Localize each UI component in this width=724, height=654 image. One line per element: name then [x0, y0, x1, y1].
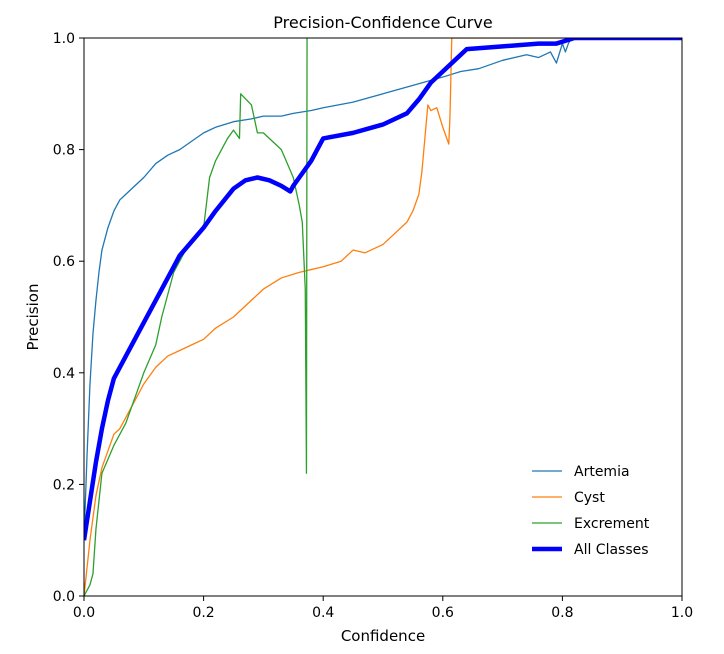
x-tick-label: 0.8 [551, 605, 573, 621]
y-axis-label: Precision [24, 284, 42, 351]
y-tick-label: 1.0 [53, 31, 75, 47]
chart-title: Precision-Confidence Curve [273, 13, 492, 32]
legend-label-excrement: Excrement [574, 516, 650, 532]
y-tick-label: 0.2 [53, 477, 75, 493]
x-tick-label: 0.0 [73, 605, 95, 621]
plot-area [84, 38, 682, 596]
x-axis-label: Confidence [341, 627, 425, 645]
legend-label-cyst: Cyst [574, 490, 605, 506]
series-line-cyst [84, 38, 682, 596]
axes: 0.0 0.2 0.4 0.6 0.8 1.0 0.0 0.2 0.4 0.6 0.8 1.0 [53, 31, 693, 621]
series-line-excrement [84, 38, 308, 596]
legend-label-all-classes: All Classes [574, 542, 649, 558]
plot-frame [83, 37, 683, 597]
series-line-all-classes [84, 38, 682, 541]
x-tick-label: 0.4 [312, 605, 334, 621]
x-tick-label: 0.6 [432, 605, 454, 621]
x-tick-label: 0.2 [192, 605, 214, 621]
series-line-artemia [84, 38, 682, 541]
y-tick-label: 0.0 [53, 589, 75, 605]
y-tick-label: 0.8 [53, 143, 75, 159]
y-tick-label: 0.6 [53, 254, 75, 270]
legend: Artemia Cyst Excrement All Classes [532, 464, 650, 558]
y-tick-label: 0.4 [53, 366, 75, 382]
legend-label-artemia: Artemia [574, 464, 630, 480]
x-tick-label: 1.0 [671, 605, 693, 621]
